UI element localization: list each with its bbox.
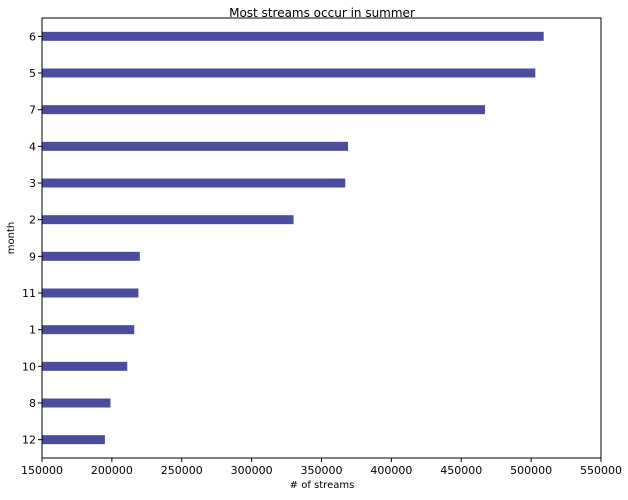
bar-month-6: [42, 31, 544, 41]
x-tick-label: 500000: [510, 464, 552, 477]
bar-month-3: [42, 178, 346, 188]
x-tick-label: 150000: [21, 464, 63, 477]
x-tick-label: 250000: [161, 464, 203, 477]
bar-month-11: [42, 288, 139, 298]
y-axis-label: month: [6, 222, 17, 254]
y-tick-label: 5: [29, 67, 36, 80]
chart-title: Most streams occur in summer: [229, 6, 415, 20]
bar-month-1: [42, 325, 135, 335]
x-tick-label: 550000: [580, 464, 622, 477]
x-tick-label: 450000: [440, 464, 482, 477]
y-tick-label: 7: [29, 104, 36, 117]
bar-month-2: [42, 215, 294, 225]
y-tick-label: 2: [29, 214, 36, 227]
y-tick-label: 1: [29, 324, 36, 337]
bar-month-7: [42, 105, 486, 115]
y-tick-label: 11: [22, 287, 36, 300]
bar-month-12: [42, 435, 105, 445]
y-tick-label: 3: [29, 177, 36, 190]
x-tick-label: 350000: [301, 464, 343, 477]
x-axis-label: # of streams: [290, 480, 355, 491]
y-tick-label: 9: [29, 250, 36, 263]
plot-frame: [41, 17, 602, 459]
y-tick-label: 8: [29, 397, 36, 410]
y-tick-label: 4: [29, 140, 36, 153]
bar-month-9: [42, 251, 140, 261]
y-tick-label: 10: [22, 360, 36, 373]
bar-month-4: [42, 141, 349, 151]
x-tick-label: 300000: [231, 464, 273, 477]
bar-month-10: [42, 361, 128, 371]
bar-month-5: [42, 68, 536, 78]
x-tick-label: 400000: [370, 464, 412, 477]
y-tick-label: 12: [22, 434, 36, 447]
bars: [42, 31, 544, 445]
x-axis-ticks: 150000 200000 250000 300000 350000 400000 4500…: [21, 458, 622, 477]
y-tick-label: 6: [29, 30, 36, 43]
bar-month-8: [42, 398, 111, 408]
x-tick-label: 200000: [91, 464, 133, 477]
